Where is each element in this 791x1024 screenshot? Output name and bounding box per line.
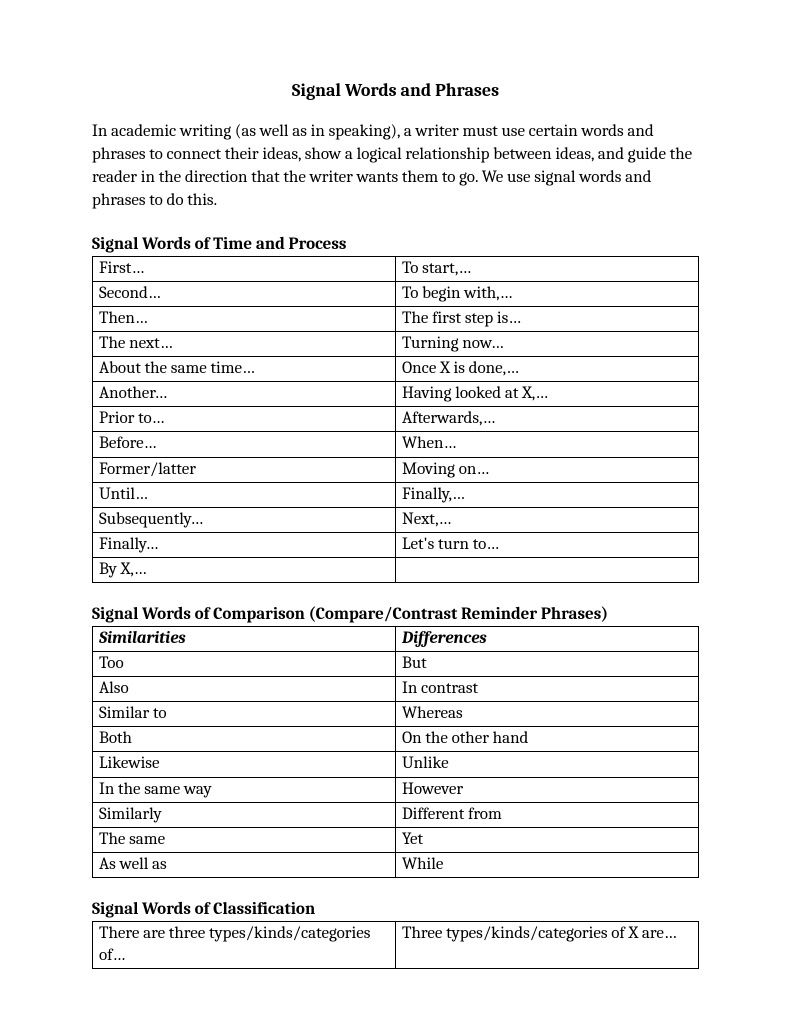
table-cell: Turning now…	[396, 332, 699, 357]
table-cell: The same	[93, 827, 396, 852]
table-cell: Yet	[396, 827, 699, 852]
table-cell: Likewise	[93, 752, 396, 777]
table-row: Finally…Let's turn to…	[93, 532, 699, 557]
table-cell: Former/latter	[93, 457, 396, 482]
section-heading-comparison: Signal Words of Comparison (Compare/Cont…	[92, 605, 699, 624]
table-cell: The first step is…	[396, 306, 699, 331]
table-row: There are three types/kinds/categories o…	[93, 921, 699, 968]
table-cell: Until…	[93, 482, 396, 507]
table-comparison: SimilaritiesDifferencesTooButAlsoIn cont…	[92, 626, 699, 878]
table-cell: Different from	[396, 802, 699, 827]
table-cell: First…	[93, 256, 396, 281]
table-cell: Having looked at X,…	[396, 382, 699, 407]
table-cell: Also	[93, 677, 396, 702]
table-cell: Before…	[93, 432, 396, 457]
table-cell: Both	[93, 727, 396, 752]
table-cell: Too	[93, 652, 396, 677]
table-cell: On the other hand	[396, 727, 699, 752]
table-row: Before…When…	[93, 432, 699, 457]
table-row: TooBut	[93, 652, 699, 677]
table-header-row: SimilaritiesDifferences	[93, 626, 699, 651]
table-cell: However	[396, 777, 699, 802]
table-row: AlsoIn contrast	[93, 677, 699, 702]
table-row: Until…Finally,…	[93, 482, 699, 507]
table-row: Subsequently…Next,…	[93, 507, 699, 532]
table-row: Similar toWhereas	[93, 702, 699, 727]
table-row: By X,…	[93, 557, 699, 582]
section-heading-time: Signal Words of Time and Process	[92, 235, 699, 254]
page-title: Signal Words and Phrases	[92, 80, 699, 101]
section-heading-classification: Signal Words of Classification	[92, 900, 699, 919]
table-classification: There are three types/kinds/categories o…	[92, 921, 699, 969]
table-cell: Moving on…	[396, 457, 699, 482]
table-row: First…To start,…	[93, 256, 699, 281]
table-cell: Similar to	[93, 702, 396, 727]
table-cell: Whereas	[396, 702, 699, 727]
table-cell: Once X is done,…	[396, 357, 699, 382]
table-row: Former/latterMoving on…	[93, 457, 699, 482]
table-row: Another…Having looked at X,…	[93, 382, 699, 407]
document-page: Signal Words and Phrases In academic wri…	[0, 0, 791, 969]
table-row: Then…The first step is…	[93, 306, 699, 331]
table-cell: Finally…	[93, 532, 396, 557]
table-cell: Let's turn to…	[396, 532, 699, 557]
table-cell: Similarly	[93, 802, 396, 827]
table-cell: Second…	[93, 281, 396, 306]
table-cell: As well as	[93, 852, 396, 877]
table-row: In the same wayHowever	[93, 777, 699, 802]
table-row: BothOn the other hand	[93, 727, 699, 752]
table-cell: Next,…	[396, 507, 699, 532]
table-row: Prior to…Afterwards,…	[93, 407, 699, 432]
table-cell: Three types/kinds/categories of X are…	[396, 921, 699, 968]
table-row: The next…Turning now…	[93, 332, 699, 357]
table-time-process: First…To start,…Second…To begin with,…Th…	[92, 256, 699, 583]
table-cell: To start,…	[396, 256, 699, 281]
table-row: SimilarlyDifferent from	[93, 802, 699, 827]
table-row: The sameYet	[93, 827, 699, 852]
table-cell: Finally,…	[396, 482, 699, 507]
table-column-header: Differences	[396, 626, 699, 651]
table-row: Second…To begin with,…	[93, 281, 699, 306]
table-cell: To begin with,…	[396, 281, 699, 306]
table-cell: Subsequently…	[93, 507, 396, 532]
intro-paragraph: In academic writing (as well as in speak…	[92, 121, 699, 213]
table-cell	[396, 557, 699, 582]
table-cell: About the same time…	[93, 357, 396, 382]
table-cell: While	[396, 852, 699, 877]
table-column-header: Similarities	[93, 626, 396, 651]
table-cell: Prior to…	[93, 407, 396, 432]
table-cell: The next…	[93, 332, 396, 357]
table-cell: Then…	[93, 306, 396, 331]
table-cell: But	[396, 652, 699, 677]
table-row: As well asWhile	[93, 852, 699, 877]
table-row: LikewiseUnlike	[93, 752, 699, 777]
table-cell: In the same way	[93, 777, 396, 802]
table-cell: There are three types/kinds/categories o…	[93, 921, 396, 968]
table-row: About the same time…Once X is done,…	[93, 357, 699, 382]
table-cell: By X,…	[93, 557, 396, 582]
table-cell: Afterwards,…	[396, 407, 699, 432]
table-cell: In contrast	[396, 677, 699, 702]
table-cell: When…	[396, 432, 699, 457]
table-cell: Unlike	[396, 752, 699, 777]
table-cell: Another…	[93, 382, 396, 407]
